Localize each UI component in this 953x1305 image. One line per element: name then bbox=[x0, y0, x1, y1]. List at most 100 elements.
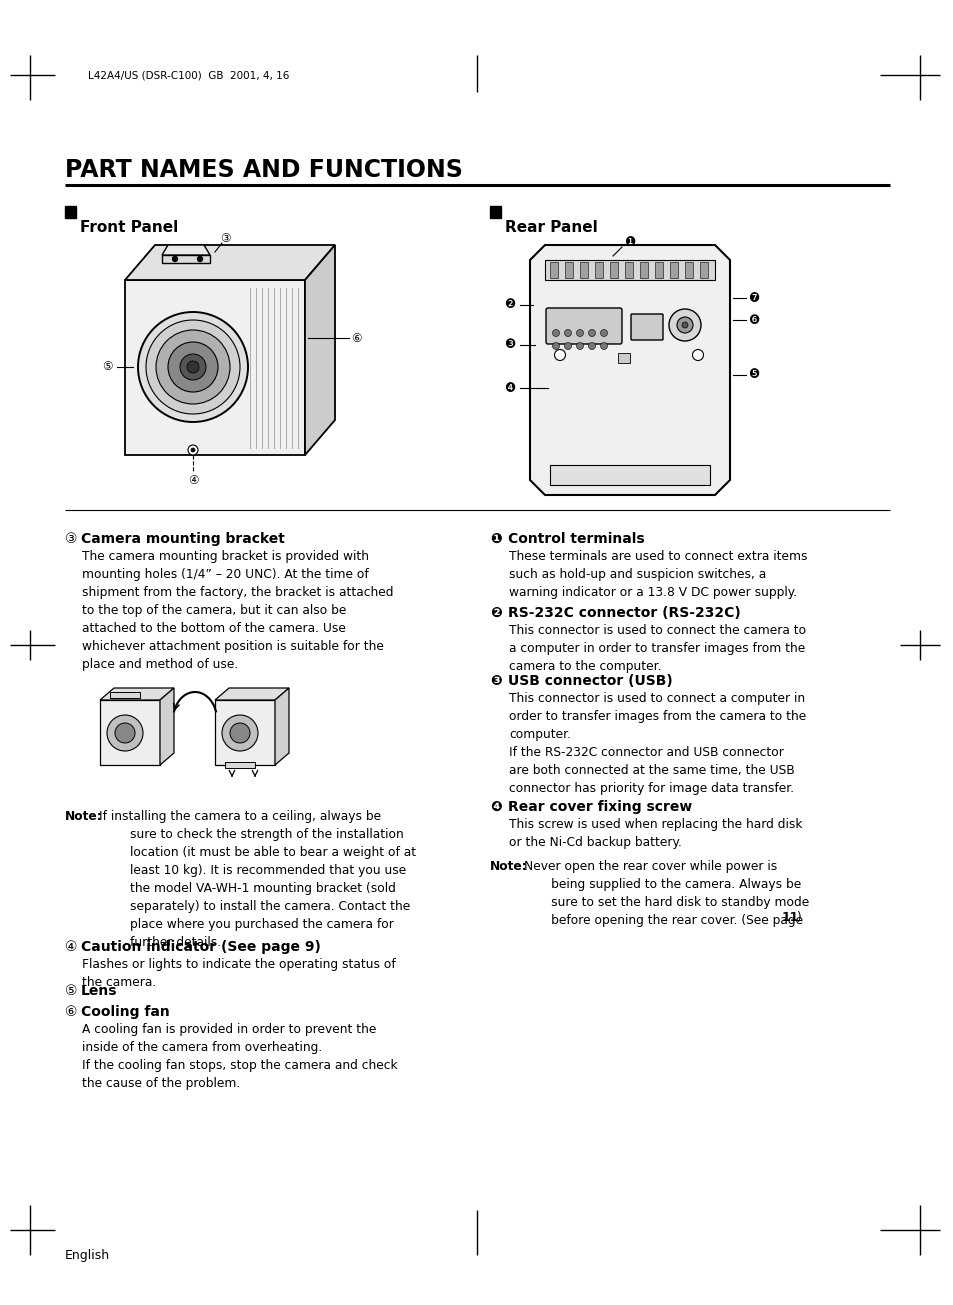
Text: Note:: Note: bbox=[490, 860, 527, 873]
Text: English: English bbox=[65, 1249, 110, 1262]
Text: Note:: Note: bbox=[65, 810, 103, 823]
Circle shape bbox=[552, 342, 558, 350]
Text: ): ) bbox=[795, 911, 800, 924]
Text: A cooling fan is provided in order to prevent the
inside of the camera from over: A cooling fan is provided in order to pr… bbox=[82, 1023, 397, 1090]
Text: L42A4/US (DSR-C100)  GB  2001, 4, 16: L42A4/US (DSR-C100) GB 2001, 4, 16 bbox=[88, 70, 289, 80]
Text: PART NAMES AND FUNCTIONS: PART NAMES AND FUNCTIONS bbox=[65, 158, 462, 181]
FancyBboxPatch shape bbox=[630, 315, 662, 341]
Circle shape bbox=[692, 350, 702, 360]
Circle shape bbox=[230, 723, 250, 743]
Text: Rear Panel: Rear Panel bbox=[504, 221, 598, 235]
Circle shape bbox=[172, 257, 177, 261]
Circle shape bbox=[588, 342, 595, 350]
Bar bbox=[684, 262, 692, 278]
Polygon shape bbox=[274, 688, 289, 765]
Polygon shape bbox=[160, 688, 173, 765]
Text: ❷: ❷ bbox=[504, 299, 515, 312]
Text: This connector is used to connect a computer in
order to transfer images from th: This connector is used to connect a comp… bbox=[509, 692, 805, 795]
Polygon shape bbox=[162, 245, 210, 254]
Text: Control terminals: Control terminals bbox=[507, 532, 644, 545]
Text: ❸: ❸ bbox=[490, 673, 501, 688]
Text: Cooling fan: Cooling fan bbox=[81, 1005, 170, 1019]
Text: These terminals are used to connect extra items
such as hold-up and suspicion sw: These terminals are used to connect extr… bbox=[509, 549, 806, 599]
Bar bbox=[65, 206, 76, 218]
Text: Caution indicator (See page 9): Caution indicator (See page 9) bbox=[81, 940, 320, 954]
Text: ⑤: ⑤ bbox=[102, 360, 112, 373]
Circle shape bbox=[554, 350, 565, 360]
Polygon shape bbox=[125, 245, 335, 281]
Circle shape bbox=[576, 342, 583, 350]
Circle shape bbox=[222, 715, 257, 750]
Polygon shape bbox=[214, 699, 274, 765]
Circle shape bbox=[146, 320, 240, 414]
Text: ❶: ❶ bbox=[623, 235, 635, 248]
Bar bbox=[655, 262, 662, 278]
Polygon shape bbox=[100, 699, 160, 765]
Bar bbox=[624, 262, 633, 278]
Circle shape bbox=[107, 715, 143, 750]
Text: ⑤: ⑤ bbox=[65, 984, 77, 998]
Text: ❹: ❹ bbox=[490, 800, 501, 814]
Text: ❸: ❸ bbox=[504, 338, 515, 351]
Circle shape bbox=[191, 448, 194, 452]
Text: USB connector (USB): USB connector (USB) bbox=[507, 673, 672, 688]
Text: ③: ③ bbox=[219, 231, 230, 244]
Polygon shape bbox=[214, 688, 289, 699]
FancyBboxPatch shape bbox=[545, 308, 621, 345]
Polygon shape bbox=[162, 254, 210, 264]
Bar bbox=[700, 262, 707, 278]
Circle shape bbox=[552, 329, 558, 337]
Text: Front Panel: Front Panel bbox=[80, 221, 178, 235]
Text: 11: 11 bbox=[781, 911, 799, 924]
Text: RS-232C connector (RS-232C): RS-232C connector (RS-232C) bbox=[507, 606, 740, 620]
Circle shape bbox=[668, 309, 700, 341]
Text: Rear cover fixing screw: Rear cover fixing screw bbox=[507, 800, 692, 814]
Circle shape bbox=[115, 723, 135, 743]
Circle shape bbox=[138, 312, 248, 422]
Text: ④: ④ bbox=[65, 940, 77, 954]
Text: ⑥: ⑥ bbox=[351, 331, 361, 345]
Bar bbox=[490, 206, 500, 218]
Text: ❻: ❻ bbox=[747, 313, 759, 326]
Text: ❺: ❺ bbox=[747, 368, 759, 381]
Text: This screw is used when replacing the hard disk
or the Ni-Cd backup battery.: This screw is used when replacing the ha… bbox=[509, 818, 801, 850]
Circle shape bbox=[197, 257, 202, 261]
Bar bbox=[110, 692, 140, 698]
Circle shape bbox=[677, 317, 692, 333]
Text: Camera mounting bracket: Camera mounting bracket bbox=[81, 532, 285, 545]
Polygon shape bbox=[100, 688, 173, 699]
Bar bbox=[639, 262, 647, 278]
Polygon shape bbox=[550, 465, 709, 485]
Circle shape bbox=[564, 342, 571, 350]
FancyBboxPatch shape bbox=[544, 260, 714, 281]
Bar bbox=[595, 262, 602, 278]
Polygon shape bbox=[305, 245, 335, 455]
Circle shape bbox=[187, 361, 199, 373]
Text: ❷: ❷ bbox=[490, 606, 501, 620]
Circle shape bbox=[599, 342, 607, 350]
Circle shape bbox=[168, 342, 218, 392]
Polygon shape bbox=[125, 281, 305, 455]
Circle shape bbox=[188, 445, 198, 455]
Text: ⑥: ⑥ bbox=[65, 1005, 77, 1019]
Text: ❼: ❼ bbox=[747, 291, 759, 304]
Bar bbox=[564, 262, 573, 278]
Text: If installing the camera to a ceiling, always be
        sure to check the stren: If installing the camera to a ceiling, a… bbox=[99, 810, 416, 949]
Text: Lens: Lens bbox=[81, 984, 117, 998]
Text: This connector is used to connect the camera to
a computer in order to transfer : This connector is used to connect the ca… bbox=[509, 624, 805, 673]
Text: ❶: ❶ bbox=[490, 532, 501, 545]
Text: ④: ④ bbox=[188, 474, 198, 487]
Bar bbox=[669, 262, 678, 278]
Text: Flashes or lights to indicate the operating status of
the camera.: Flashes or lights to indicate the operat… bbox=[82, 958, 395, 989]
Bar bbox=[609, 262, 618, 278]
Bar bbox=[618, 352, 629, 363]
Circle shape bbox=[576, 329, 583, 337]
Circle shape bbox=[180, 354, 206, 380]
Bar bbox=[579, 262, 587, 278]
Bar bbox=[550, 262, 558, 278]
Text: The camera mounting bracket is provided with
mounting holes (1/4” – 20 UNC). At : The camera mounting bracket is provided … bbox=[82, 549, 393, 671]
Circle shape bbox=[681, 322, 687, 328]
Text: Never open the rear cover while power is
       being supplied to the camera. Al: Never open the rear cover while power is… bbox=[523, 860, 808, 927]
Circle shape bbox=[588, 329, 595, 337]
Polygon shape bbox=[530, 245, 729, 495]
